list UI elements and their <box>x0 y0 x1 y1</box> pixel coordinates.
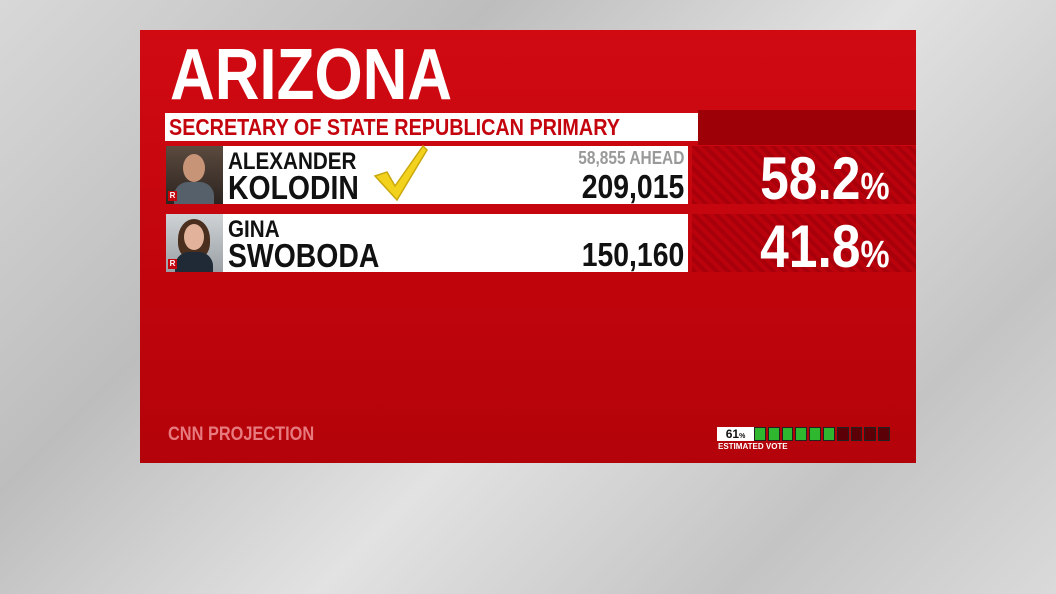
first-name: GINA <box>228 216 288 244</box>
estimated-vote-meter <box>754 427 892 441</box>
candidate-photo: R <box>166 146 223 204</box>
band <box>698 110 916 145</box>
votes-text: 209,015 <box>581 168 684 205</box>
first-name-text: ALEXANDER <box>228 148 357 175</box>
meter-segment <box>878 427 890 441</box>
shoulders <box>175 252 213 272</box>
party-badge: R <box>168 191 177 201</box>
candidate-photo: R <box>166 214 223 272</box>
percent-box: 41.8% <box>692 213 916 280</box>
candidate-row: R GINA SWOBODA 150,160 <box>166 214 688 275</box>
race-subtitle: SECRETARY OF STATE REPUBLICAN PRIMARY <box>165 113 698 141</box>
results-panel: ARIZONA SECRETARY OF STATE REPUBLICAN PR… <box>140 30 916 463</box>
subtitle-text: SECRETARY OF STATE REPUBLICAN PRIMARY <box>169 114 620 140</box>
percent-box: 58.2% <box>692 145 916 212</box>
winner-check <box>373 144 428 202</box>
meter-segment-filled <box>823 427 835 441</box>
lead: 58,855 AHEAD <box>561 148 684 169</box>
face <box>184 224 204 250</box>
percent-sign: % <box>860 234 890 276</box>
candidate-row: R ALEXANDER KOLODIN 58,855 AHEAD 209,015 <box>166 144 688 207</box>
votes: 150,160 <box>565 236 684 274</box>
shoulders <box>174 182 214 204</box>
votes-text: 150,160 <box>581 236 684 273</box>
meter-segment <box>864 427 877 441</box>
meter-segment-filled <box>809 427 821 441</box>
percent: 41.8% <box>739 212 890 281</box>
lead-text: 58,855 AHEAD <box>577 148 684 168</box>
last-name: KOLODIN <box>228 169 380 207</box>
projection-label: CNN PROJECTION <box>168 424 338 446</box>
estimated-vote-label-text: ESTIMATED VOTE <box>718 442 788 451</box>
meter-segment-filled <box>754 427 766 441</box>
meter-segment-filled <box>767 427 780 441</box>
check-shape <box>373 144 428 202</box>
state-title: ARIZONA <box>170 34 498 116</box>
meter-segment <box>836 427 849 441</box>
face <box>183 154 205 182</box>
estimated-vote-box: 61% <box>717 427 754 441</box>
percent-value: 41.8 <box>760 213 861 280</box>
meter-segment-filled <box>781 427 794 441</box>
percent-value: 58.2 <box>760 145 861 212</box>
estimated-vote-value: 61 <box>725 427 740 441</box>
party-badge: R <box>168 259 177 269</box>
percent-sign: % <box>860 166 890 208</box>
last-name-text: SWOBODA <box>228 237 380 274</box>
percent: 58.2% <box>739 144 890 213</box>
last-name-text: KOLODIN <box>228 169 359 206</box>
meter-segment <box>850 427 863 441</box>
state-title-text: ARIZONA <box>170 35 453 115</box>
last-name: SWOBODA <box>228 237 404 275</box>
first-name-text: GINA <box>228 216 280 243</box>
meter-segment-filled <box>795 427 808 441</box>
projection-text: CNN PROJECTION <box>168 424 315 445</box>
estimated-vote-sign: % <box>739 433 746 440</box>
first-name: ALEXANDER <box>228 148 377 176</box>
estimated-vote-label: ESTIMATED VOTE <box>718 442 788 451</box>
votes: 209,015 <box>565 168 684 206</box>
